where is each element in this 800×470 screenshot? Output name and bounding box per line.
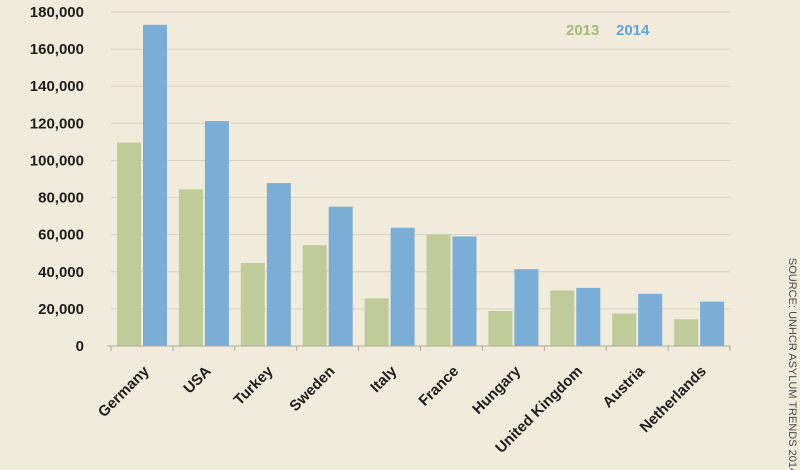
bar-2014-germany (143, 24, 167, 346)
legend: 2013 2014 (566, 22, 650, 39)
x-axis (107, 345, 731, 351)
x-tick-label: Netherlands (637, 363, 710, 436)
bar-2013-france (426, 234, 451, 346)
x-tick-label: Germany (95, 362, 153, 420)
y-tick-label: 160,000 (30, 41, 84, 58)
gridlines (111, 11, 730, 310)
bar-2013-austria (612, 313, 637, 346)
bar-2013-united-kingdom (550, 290, 575, 346)
bar-2013-turkey (240, 262, 265, 346)
x-tick-label: Austria (599, 362, 648, 411)
x-axis-tick-labels: Germany USA Turkey Sweden Italy France Hungary… (95, 362, 710, 456)
bar-2014-austria (638, 293, 663, 346)
x-tick-label: Turkey (231, 362, 277, 408)
y-tick-label: 40,000 (38, 264, 84, 281)
y-tick-label: 80,000 (38, 190, 84, 207)
bar-2014-italy (390, 227, 415, 346)
bar-2013-usa (178, 189, 203, 346)
bar-2014-turkey (266, 183, 291, 346)
x-tick-label: USA (180, 363, 215, 398)
y-tick-label: 60,000 (38, 227, 84, 244)
bars (117, 24, 725, 347)
bar-2014-hungary (514, 269, 539, 346)
bar-2013-netherlands (674, 319, 699, 346)
y-tick-label: 0 (76, 338, 84, 355)
y-tick-label: 100,000 (30, 152, 84, 169)
bar-2014-france (452, 236, 477, 346)
bar-2013-hungary (488, 310, 513, 346)
y-tick-label: 140,000 (30, 78, 84, 95)
bar-2014-united-kingdom (576, 287, 601, 346)
x-tick-label: Hungary (469, 362, 525, 418)
legend-entry-2014: 2014 (616, 22, 650, 39)
bar-2014-netherlands (700, 301, 725, 346)
legend-entry-2013: 2013 (566, 22, 599, 39)
y-tick-label: 180,000 (30, 4, 84, 21)
source-note: SOURCE: UNHCR ASYLUM TRENDS 2014 (786, 258, 798, 470)
y-tick-label: 20,000 (38, 301, 84, 318)
bar-2014-sweden (328, 206, 353, 346)
x-tick-label: Italy (367, 362, 401, 396)
bar-2013-germany (117, 142, 141, 346)
x-tick-label: France (415, 363, 462, 410)
y-tick-label: 120,000 (30, 115, 84, 132)
bar-2014-usa (204, 121, 229, 347)
y-axis-tick-labels: 0 20,000 40,000 60,000 80,000 100,000 120,000 1… (30, 4, 84, 355)
bar-2013-sweden (302, 245, 327, 346)
bar-2013-italy (364, 298, 389, 346)
x-tick-label: Sweden (286, 363, 338, 415)
